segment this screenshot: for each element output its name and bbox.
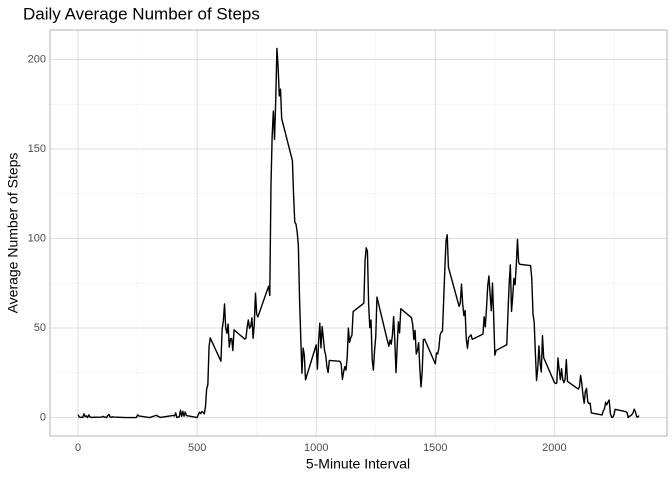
x-tick-label: 1000 [304, 442, 328, 454]
x-tick-label: 1500 [423, 442, 447, 454]
panel-border [49, 29, 668, 437]
x-tick-label: 500 [188, 442, 206, 454]
y-axis-label: Average Number of Steps [5, 153, 21, 314]
y-tick-label: 200 [28, 53, 46, 65]
y-tick-label: 0 [40, 411, 46, 423]
y-tick-label: 50 [34, 322, 46, 334]
x-axis-label: 5-Minute Interval [306, 456, 410, 472]
y-tick-label: 150 [28, 143, 46, 155]
x-tick-label: 2000 [542, 442, 566, 454]
y-tick-label: 100 [28, 232, 46, 244]
data-line [77, 47, 640, 419]
chart-title: Daily Average Number of Steps [23, 4, 260, 23]
x-tick-label: 0 [75, 442, 81, 454]
